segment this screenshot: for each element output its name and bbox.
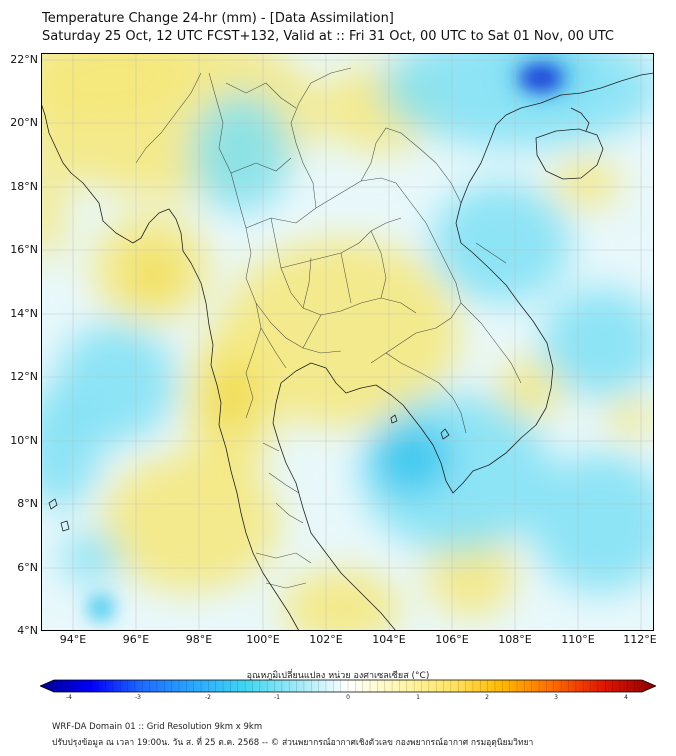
colorbar-tick: -3 xyxy=(135,694,141,701)
colorbar-tick: -4 xyxy=(66,694,72,701)
lat-label-4n: 4°N xyxy=(17,624,38,637)
admin-boundaries xyxy=(135,67,522,589)
lon-label-94e: 94°E xyxy=(59,633,87,646)
lon-label-106e: 106°E xyxy=(435,633,469,646)
colorbar-tick: 4 xyxy=(624,694,628,701)
lon-label-112e: 112°E xyxy=(623,633,657,646)
map-title: Temperature Change 24-hr (mm) - [Data As… xyxy=(42,10,662,46)
lat-label-14n: 14°N xyxy=(10,307,38,320)
map-panel[interactable] xyxy=(41,53,654,631)
lat-label-20n: 20°N xyxy=(10,116,38,129)
title-line-1: Temperature Change 24-hr (mm) - [Data As… xyxy=(42,11,394,26)
colorbar xyxy=(38,678,658,693)
lon-label-96e: 96°E xyxy=(122,633,150,646)
graticule xyxy=(41,53,654,631)
footer-line-1: WRF-DA Domain 01 :: Grid Resolution 9km … xyxy=(52,722,263,732)
colorbar-tick: -2 xyxy=(205,694,211,701)
temperature-change-map[interactable] xyxy=(41,53,654,631)
colorbar-tick: -1 xyxy=(274,694,280,701)
lat-label-8n: 8°N xyxy=(17,497,38,510)
lon-label-104e: 104°E xyxy=(372,633,406,646)
lon-label-110e: 110°E xyxy=(561,633,595,646)
lon-label-98e: 98°E xyxy=(185,633,213,646)
lat-label-22n: 22°N xyxy=(10,53,38,66)
lon-label-108e: 108°E xyxy=(498,633,532,646)
lat-label-12n: 12°N xyxy=(10,370,38,383)
lat-label-10n: 10°N xyxy=(10,434,38,447)
colorbar-tick: 3 xyxy=(554,694,558,701)
lat-label-6n: 6°N xyxy=(17,561,38,574)
lat-label-16n: 16°N xyxy=(10,243,38,256)
shaded-field xyxy=(41,53,654,631)
footer-line-2: ปรับปรุงข้อมูล ณ เวลา 19:00น. วัน ส. ที่… xyxy=(52,738,534,748)
colorbar-tick: 0 xyxy=(346,694,350,701)
coastlines xyxy=(41,72,654,631)
colorbar-tick: 1 xyxy=(416,694,420,701)
title-line-2: Saturday 25 Oct, 12 UTC FCST+132, Valid … xyxy=(42,29,614,44)
colorbar-tick: 2 xyxy=(485,694,489,701)
lon-label-102e: 102°E xyxy=(309,633,343,646)
lat-label-18n: 18°N xyxy=(10,180,38,193)
colorbar-label: อุณหภูมิเปลี่ยนแปลง หน่วย องศาเซลเซียส (… xyxy=(246,671,430,681)
lon-label-100e: 100°E xyxy=(246,633,280,646)
